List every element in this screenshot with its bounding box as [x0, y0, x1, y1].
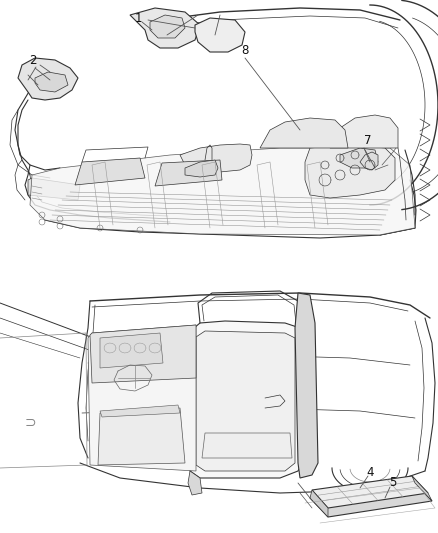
Polygon shape	[35, 72, 68, 92]
Polygon shape	[88, 325, 196, 471]
Polygon shape	[28, 178, 80, 200]
Text: 7: 7	[364, 133, 372, 147]
Polygon shape	[100, 405, 180, 417]
Polygon shape	[188, 471, 202, 495]
Polygon shape	[100, 333, 163, 368]
Polygon shape	[196, 331, 295, 471]
Polygon shape	[360, 152, 378, 170]
Polygon shape	[150, 15, 185, 38]
Text: 8: 8	[241, 44, 249, 56]
Text: 1: 1	[134, 12, 142, 25]
Polygon shape	[195, 18, 245, 52]
Polygon shape	[185, 160, 218, 177]
Polygon shape	[260, 118, 348, 148]
Polygon shape	[305, 145, 395, 198]
Polygon shape	[188, 321, 302, 478]
Polygon shape	[180, 144, 252, 172]
Polygon shape	[310, 483, 432, 517]
Polygon shape	[18, 58, 78, 100]
Polygon shape	[30, 148, 415, 235]
Text: 2: 2	[29, 53, 37, 67]
Polygon shape	[202, 433, 292, 458]
Text: ⊃: ⊃	[24, 416, 36, 430]
Polygon shape	[412, 476, 432, 501]
Polygon shape	[90, 325, 196, 383]
Polygon shape	[295, 293, 318, 478]
Polygon shape	[340, 148, 378, 168]
Polygon shape	[330, 115, 398, 148]
Polygon shape	[98, 408, 185, 465]
Polygon shape	[75, 158, 145, 185]
Polygon shape	[312, 476, 428, 508]
Polygon shape	[155, 160, 222, 186]
Polygon shape	[310, 490, 328, 517]
Text: 4: 4	[366, 466, 374, 480]
Text: 5: 5	[389, 477, 397, 489]
Polygon shape	[130, 8, 200, 48]
